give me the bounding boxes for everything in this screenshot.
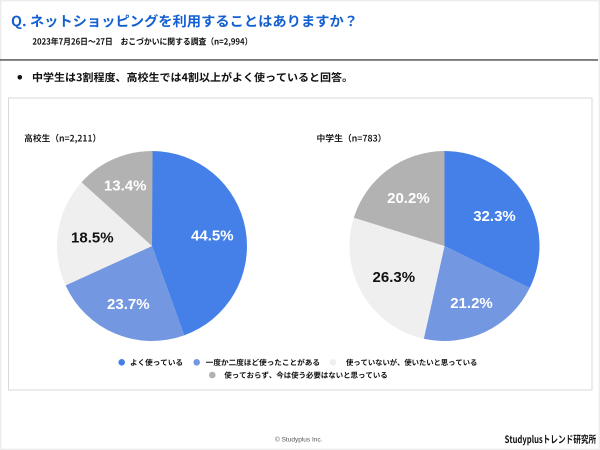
svg-text:44.5%: 44.5%: [191, 228, 234, 245]
svg-text:18.5%: 18.5%: [71, 229, 114, 246]
svg-text:26.3%: 26.3%: [373, 269, 416, 286]
svg-text:13.4%: 13.4%: [104, 178, 147, 195]
svg-text:32.3%: 32.3%: [473, 208, 516, 225]
svg-text:23.7%: 23.7%: [107, 296, 150, 313]
svg-text:21.2%: 21.2%: [450, 295, 493, 312]
svg-text:© Studyplus Inc.: © Studyplus Inc.: [275, 436, 323, 444]
svg-text:20.2%: 20.2%: [387, 190, 430, 207]
